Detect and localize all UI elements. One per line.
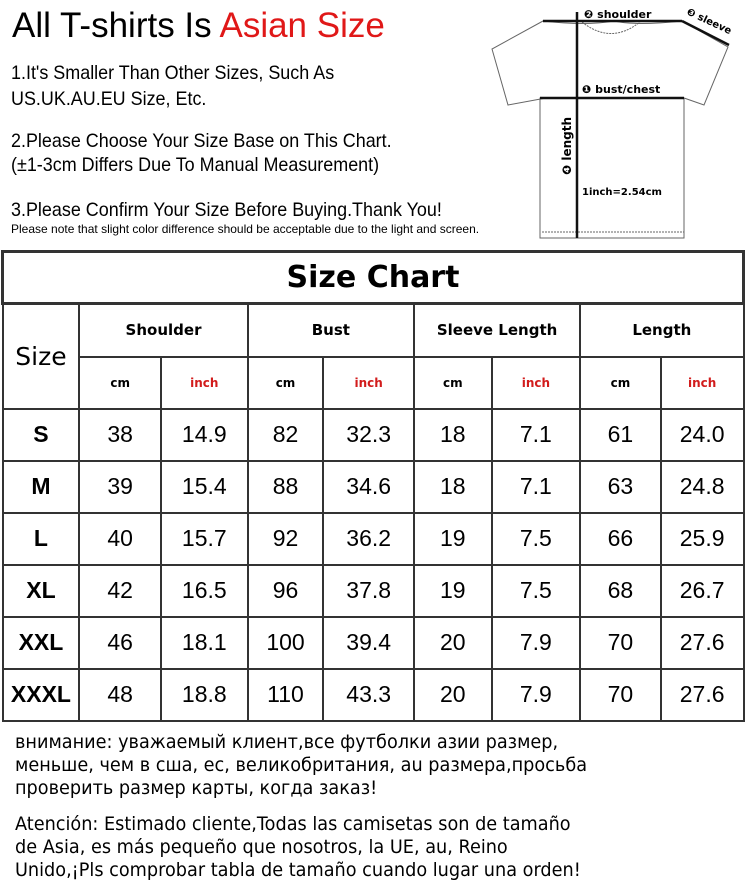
column-group-header: Sleeve Length — [412, 302, 582, 358]
note-line: (±1-3cm Differs Due To Manual Measuremen… — [11, 154, 380, 176]
size-label: M — [1, 459, 81, 514]
russian-line: проверить размер карты, когда заказ! — [15, 777, 378, 799]
page-title: All T-shirts Is Asian Size — [12, 6, 385, 45]
unit-header-cm: cm — [246, 355, 325, 410]
table-row: M 39 15.4 88 34.6 18 7.1 63 24.8 — [1, 459, 745, 514]
table-cell: 15.4 — [159, 459, 249, 514]
table-cell: 92 — [246, 511, 325, 566]
table-cell: 15.7 — [159, 511, 249, 566]
table-cell: 7.9 — [490, 615, 582, 670]
table-cell: 19 — [413, 563, 493, 618]
table-cell: 24.8 — [659, 459, 745, 514]
table-row: XXL 46 18.1 100 39.4 20 7.9 70 27.6 — [1, 615, 745, 670]
table-cell: 7.5 — [490, 563, 582, 618]
bust-label: ❶ bust/chest — [582, 83, 660, 96]
table-cell: 46 — [78, 615, 162, 670]
table-cell: 18 — [413, 459, 493, 514]
length-label: ❹ length — [560, 117, 574, 175]
spanish-line: Atención: Estimado cliente,Todas las cam… — [15, 813, 571, 835]
table-cell: 7.9 — [490, 667, 582, 722]
spanish-line: de Asia, es más pequeño que nosotros, la… — [15, 836, 508, 858]
unit-header-cm: cm — [78, 355, 162, 410]
column-group-header: Shoulder — [78, 302, 249, 358]
size-label: XXXL — [1, 667, 81, 722]
size-label: XXL — [1, 615, 81, 670]
table-cell: 36.2 — [322, 511, 415, 566]
table-cell: 19 — [413, 511, 493, 566]
table-title: Size Chart — [1, 250, 745, 305]
table-cell: 27.6 — [659, 667, 745, 722]
table-cell: 39.4 — [322, 615, 415, 670]
unit-header-inch: inch — [659, 355, 745, 410]
table-cell: 38 — [78, 407, 162, 462]
size-chart-table: Size Chart Size Shoulder Bust Sleeve Len… — [1, 250, 745, 722]
table-cell: 43.3 — [322, 667, 415, 722]
table-cell: 82 — [246, 407, 325, 462]
table-cell: 68 — [579, 563, 662, 618]
table-cell: 7.5 — [490, 511, 582, 566]
size-header: Size — [1, 302, 81, 410]
column-group-header: Length — [579, 302, 745, 358]
table-cell: 24.0 — [659, 407, 745, 462]
sleeve-label: ❸ sleeve — [685, 7, 734, 37]
table-cell: 7.1 — [490, 459, 582, 514]
table-cell: 40 — [78, 511, 162, 566]
conversion-label: 1inch=2.54cm — [582, 187, 662, 198]
table-cell: 18 — [413, 407, 493, 462]
table-cell: 20 — [413, 667, 493, 722]
table-row: XXXL 48 18.8 110 43.3 20 7.9 70 27.6 — [1, 667, 745, 722]
table-cell: 7.1 — [490, 407, 582, 462]
table-cell: 14.9 — [159, 407, 249, 462]
table-row: L 40 15.7 92 36.2 19 7.5 66 25.9 — [1, 511, 745, 566]
table-cell: 63 — [579, 459, 662, 514]
table-cell: 18.8 — [159, 667, 249, 722]
note-line: US.UK.AU.EU Size, Etc. — [11, 88, 207, 110]
table-cell: 48 — [78, 667, 162, 722]
unit-header-cm: cm — [579, 355, 662, 410]
table-cell: 32.3 — [322, 407, 415, 462]
table-cell: 66 — [579, 511, 662, 566]
table-cell: 70 — [579, 667, 662, 722]
table-cell: 27.6 — [659, 615, 745, 670]
size-label: L — [1, 511, 81, 566]
table-cell: 88 — [246, 459, 325, 514]
table-row: S 38 14.9 82 32.3 18 7.1 61 24.0 — [1, 407, 745, 462]
size-label: XL — [1, 563, 81, 618]
table-cell: 61 — [579, 407, 662, 462]
shoulder-label: ❷ shoulder — [584, 8, 652, 21]
note-line: 3.Please Confirm Your Size Before Buying… — [11, 199, 442, 221]
table-cell: 26.7 — [659, 563, 745, 618]
unit-header-inch: inch — [322, 355, 415, 410]
spanish-line: Unido,¡Pls comprobar tabla de tamaño cua… — [15, 859, 581, 881]
table-cell: 100 — [246, 615, 325, 670]
unit-header-cm: cm — [413, 355, 493, 410]
note-line: 1.It's Smaller Than Other Sizes, Such As — [11, 62, 335, 84]
tshirt-diagram: ❷ shoulder ❸ sleeve ❶ bust/chest ❹ lengt… — [491, 7, 734, 239]
russian-line: внимание: уважаемый клиент,все футболки … — [15, 731, 559, 753]
table-cell: 110 — [246, 667, 325, 722]
table-cell: 16.5 — [159, 563, 249, 618]
table-cell: 42 — [78, 563, 162, 618]
unit-header-inch: inch — [490, 355, 582, 410]
note-line: 2.Please Choose Your Size Base on This C… — [11, 130, 392, 152]
table-cell: 18.1 — [159, 615, 249, 670]
size-label: S — [1, 407, 81, 462]
russian-line: меньше, чем в сша, ес, великобритания, a… — [15, 754, 588, 776]
table-cell: 39 — [78, 459, 162, 514]
unit-header-inch: inch — [159, 355, 249, 410]
color-note: Please note that slight color difference… — [11, 222, 480, 236]
table-cell: 34.6 — [322, 459, 415, 514]
table-cell: 25.9 — [659, 511, 745, 566]
table-cell: 20 — [413, 615, 493, 670]
table-cell: 96 — [246, 563, 325, 618]
table-cell: 37.8 — [322, 563, 415, 618]
column-group-header: Bust — [246, 302, 416, 358]
table-cell: 70 — [579, 615, 662, 670]
table-row: XL 42 16.5 96 37.8 19 7.5 68 26.7 — [1, 563, 745, 618]
